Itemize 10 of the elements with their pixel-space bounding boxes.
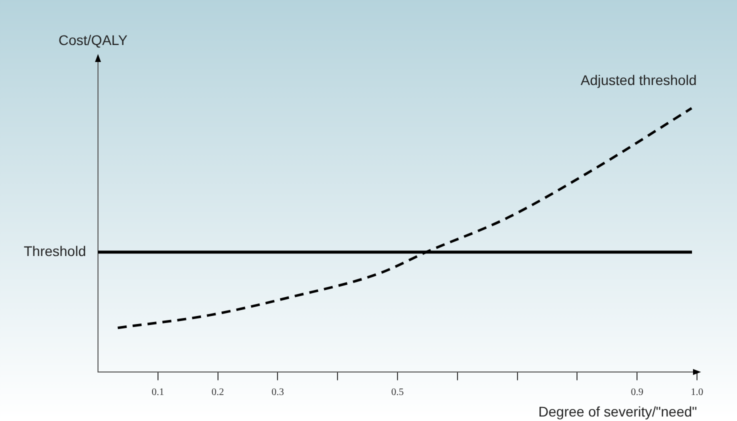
x-tick-label: 0.1 — [152, 386, 164, 398]
y-axis-title: Cost/QALY — [58, 32, 128, 48]
x-tick-label: 0.5 — [391, 386, 404, 398]
x-tick-label: 0.9 — [630, 386, 644, 398]
x-axis-title: Degree of severity/"need" — [538, 403, 698, 420]
ref-line-label: Threshold — [24, 242, 86, 259]
series-label: Adjusted threshold — [580, 72, 697, 88]
x-tick-label: 1.0 — [690, 386, 704, 398]
x-tick-label: 0.3 — [271, 386, 284, 398]
x-tick-label: 0.2 — [212, 386, 224, 398]
